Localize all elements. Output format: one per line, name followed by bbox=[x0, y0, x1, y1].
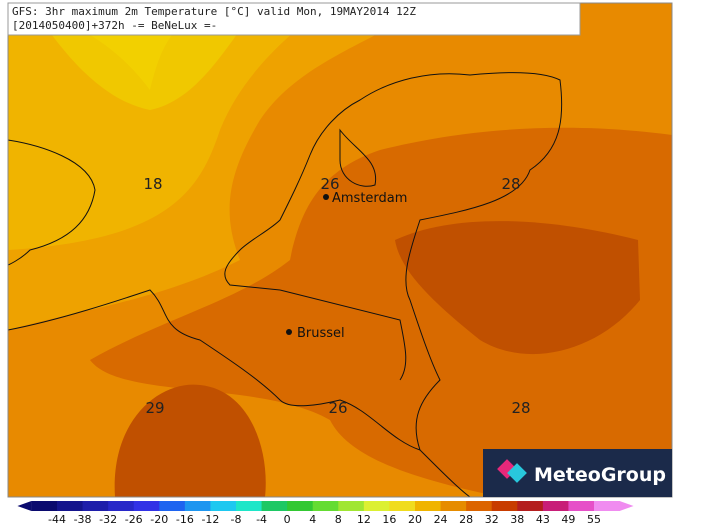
temp-band bbox=[114, 384, 266, 497]
colorbar-swatch bbox=[82, 501, 109, 511]
colorbar-swatch bbox=[31, 501, 58, 511]
colorbar-swatch bbox=[363, 501, 390, 511]
colorbar-label: 24 bbox=[434, 513, 448, 525]
colorbar-label: 32 bbox=[485, 513, 499, 525]
border bbox=[279, 289, 407, 381]
header-box bbox=[7, 2, 581, 36]
colorbar-swatch bbox=[542, 501, 569, 511]
contour-label: 29 bbox=[145, 399, 164, 417]
colorbar-arrow bbox=[17, 501, 32, 511]
coastline bbox=[309, 72, 563, 498]
colorbar-swatch bbox=[415, 501, 442, 511]
contour-label: 28 bbox=[501, 175, 520, 193]
logo-text: MeteoGroup bbox=[534, 464, 666, 486]
colorbar-swatch bbox=[312, 501, 339, 511]
temp-band bbox=[90, 127, 672, 498]
colorbar-swatch bbox=[338, 501, 365, 511]
colorbar-label: 4 bbox=[309, 513, 316, 525]
colorbar-label: -12 bbox=[201, 513, 219, 525]
colorbar: -44 -38 -32 -26 -20 -16 -12 -8 -4 0 4 8 12 16 20 24 28 32… bbox=[17, 501, 634, 525]
colorbar-swatch bbox=[568, 501, 595, 511]
colorbar-label: -16 bbox=[176, 513, 194, 525]
colorbar-swatch bbox=[440, 501, 467, 511]
colorbar-swatch bbox=[108, 501, 135, 511]
colorbar-swatch bbox=[57, 501, 84, 511]
colorbar-swatch bbox=[466, 501, 493, 511]
header-line: GFS: 3hr maximum 2m Temperature [°C] val… bbox=[12, 5, 416, 18]
colorbar-label: 38 bbox=[510, 513, 524, 525]
colorbar-label: -26 bbox=[125, 513, 143, 525]
city-dot bbox=[323, 194, 329, 200]
colorbar-label: 49 bbox=[561, 513, 575, 525]
colorbar-swatch bbox=[159, 501, 186, 511]
colorbar-swatch bbox=[133, 501, 160, 511]
colorbar-label: 16 bbox=[382, 513, 396, 525]
colorbar-label: 0 bbox=[284, 513, 291, 525]
city-label: Amsterdam bbox=[332, 191, 407, 206]
logo-icon bbox=[507, 463, 527, 483]
header-line: [2014050400]+372h -= BeNeLux =- bbox=[12, 19, 217, 32]
colorbar-swatch bbox=[517, 501, 544, 511]
colorbar-label: -32 bbox=[99, 513, 117, 525]
colorbar-label: 43 bbox=[536, 513, 550, 525]
border bbox=[7, 289, 421, 451]
colorbar-swatch bbox=[389, 501, 416, 511]
colorbar-label: 20 bbox=[408, 513, 422, 525]
colorbar-label: -20 bbox=[150, 513, 168, 525]
contour-label: 26 bbox=[328, 399, 347, 417]
colorbar-label: -44 bbox=[48, 513, 66, 525]
colorbar-label: -38 bbox=[74, 513, 92, 525]
temp-band bbox=[395, 221, 640, 355]
lake bbox=[339, 128, 377, 187]
colorbar-label: -8 bbox=[231, 513, 242, 525]
city-label: Brussel bbox=[297, 326, 345, 341]
colorbar-swatch bbox=[236, 501, 263, 511]
contour-label: 18 bbox=[143, 175, 162, 193]
colorbar-swatch bbox=[491, 501, 518, 511]
colorbar-label: -4 bbox=[256, 513, 267, 525]
colorbar-swatch bbox=[287, 501, 314, 511]
contour-label: 26 bbox=[320, 175, 339, 193]
colorbar-swatch bbox=[210, 501, 237, 511]
coastline bbox=[7, 139, 96, 266]
city-dot bbox=[286, 329, 292, 335]
colorbar-swatch bbox=[594, 501, 621, 511]
colorbar-label: 28 bbox=[459, 513, 473, 525]
colorbar-label: 12 bbox=[357, 513, 371, 525]
colorbar-swatch bbox=[261, 501, 288, 511]
contour-label: 28 bbox=[511, 399, 530, 417]
colorbar-label: 55 bbox=[587, 513, 601, 525]
colorbar-swatch bbox=[184, 501, 211, 511]
coastline bbox=[224, 154, 311, 291]
colorbar-label: 8 bbox=[335, 513, 342, 525]
colorbar-arrow bbox=[619, 501, 634, 511]
